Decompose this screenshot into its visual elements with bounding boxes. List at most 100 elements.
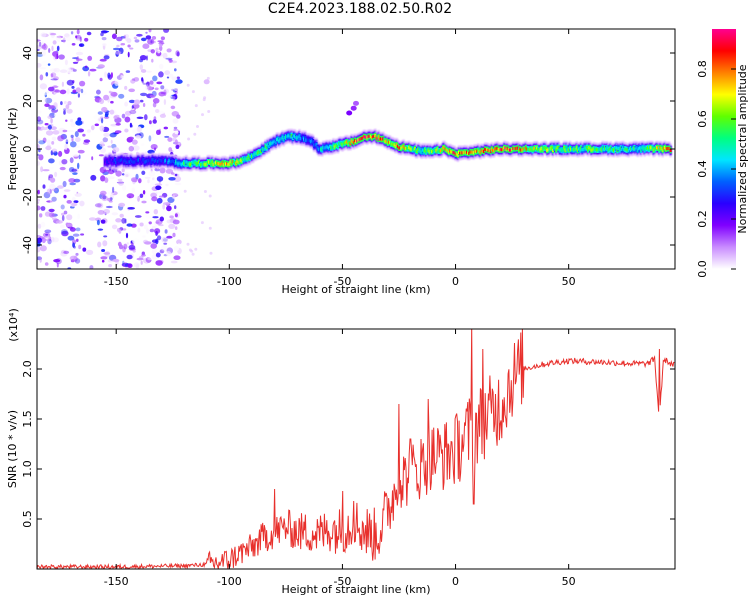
noise-blob — [116, 181, 125, 184]
noise-blob — [51, 45, 54, 51]
ridge-core-cell — [110, 160, 113, 164]
ridge-core-cell — [200, 163, 203, 167]
x-tick-label: -150 — [104, 275, 129, 288]
noise-blob — [101, 37, 107, 41]
y-tick-label: 40 — [21, 46, 34, 60]
noise-blob — [74, 192, 82, 197]
noise-blob — [160, 36, 165, 41]
colorbar: 0.0 0.2 0.4 0.6 0.8 Normalized spectral ampl… — [696, 29, 749, 278]
noise-blob — [43, 191, 51, 199]
noise-blob — [174, 139, 178, 146]
ridge-core-cell — [558, 148, 561, 152]
noise-blob — [150, 49, 155, 54]
snr-panel: -150 -100 -50 0 50 0.5 1.0 1.5 2.0 Height of st… — [6, 308, 676, 596]
noise-blob — [62, 180, 67, 188]
ridge-core-cell — [566, 148, 569, 152]
noise-blob — [49, 189, 52, 194]
noise-blob — [50, 118, 53, 124]
noise-blob — [132, 249, 136, 253]
stray-blob — [203, 79, 210, 85]
ridge-core-cell — [117, 159, 120, 163]
noise-blob — [161, 236, 169, 243]
ridge-core-cell — [551, 148, 554, 152]
noise-blob — [151, 225, 156, 230]
ridge-core-cell — [262, 148, 265, 152]
ridge-core-cell — [530, 147, 533, 151]
ridge-core-cell — [512, 146, 515, 150]
noise-blob — [44, 229, 52, 234]
ridge-core-cell — [167, 160, 170, 164]
noise-blob — [154, 87, 159, 91]
ridge-core-cell — [533, 146, 536, 150]
ridge-core-cell — [352, 140, 355, 145]
noise-blob — [119, 43, 126, 46]
noise-blob — [39, 213, 43, 218]
noise-blob — [209, 251, 213, 255]
noise-blob — [66, 88, 70, 95]
noise-blob — [37, 62, 42, 68]
noise-blob — [163, 88, 169, 94]
noise-blob — [38, 41, 42, 47]
ridge-core-cell — [374, 134, 377, 138]
noise-blob — [40, 49, 46, 57]
noise-blob — [116, 44, 120, 48]
noise-blob — [47, 238, 52, 245]
noise-blob — [109, 132, 117, 138]
colorbar-tick-label: 0.8 — [696, 60, 709, 78]
noise-blob — [40, 44, 47, 50]
noise-blob — [84, 65, 88, 69]
noise-blob — [133, 99, 141, 105]
ridge-core-cell — [163, 159, 166, 163]
ridge-core-cell — [301, 135, 304, 140]
ridge-core-cell — [160, 159, 163, 163]
noise-blob — [151, 133, 155, 139]
colorbar-tick-label: 0.0 — [696, 260, 709, 278]
ridge-core-cell — [494, 147, 497, 151]
noise-blob — [53, 259, 61, 263]
noise-blob — [175, 79, 183, 84]
noise-blob — [140, 260, 143, 265]
noise-blob — [89, 217, 96, 221]
noise-blob — [65, 104, 70, 110]
ridge-core-cell — [258, 150, 261, 154]
noise-blob — [136, 257, 144, 261]
noise-blob — [162, 52, 168, 59]
noise-blob — [61, 39, 66, 43]
noise-blob — [80, 233, 85, 236]
noise-blob — [72, 242, 75, 248]
noise-blob — [82, 247, 87, 252]
chart-title: C2E4.2023.188.02.50.R02 — [267, 1, 453, 17]
noise-blob — [42, 169, 50, 172]
noise-blob — [164, 70, 171, 76]
ridge-core-cell — [559, 148, 562, 152]
noise-blob — [159, 167, 166, 174]
noise-blob — [158, 71, 164, 78]
noise-blob — [171, 172, 175, 175]
noise-blob — [144, 151, 147, 155]
noise-blob — [129, 47, 134, 50]
noise-blob — [101, 195, 108, 202]
noise-blob — [49, 200, 54, 203]
ridge-core-cell — [208, 160, 210, 164]
ridge-core-cell — [211, 160, 214, 164]
noise-blob — [101, 249, 106, 252]
noise-blob — [126, 223, 133, 227]
ridge-core-cell — [185, 160, 188, 164]
ridge-core-cell — [644, 146, 647, 150]
ridge-core-cell — [204, 162, 207, 167]
spectrogram-panel: -150 -100 -50 0 50 -40 -20 0 20 40 Height of str… — [6, 28, 676, 296]
noise-blob — [128, 196, 131, 199]
noise-blob — [38, 121, 44, 128]
colorbar-label: Normalized spectral amplitude — [736, 64, 749, 233]
noise-blob — [97, 117, 102, 122]
ridge-core-cell — [277, 137, 279, 141]
ridge-core-cell — [650, 146, 653, 150]
noise-blob — [139, 55, 147, 61]
ridge-core-cell — [588, 146, 591, 150]
noise-blob — [163, 202, 171, 205]
ridge-core-cell — [669, 148, 672, 152]
noise-blob — [135, 135, 142, 139]
noise-blob — [37, 143, 40, 150]
ridge-core-cell — [545, 146, 548, 150]
noise-blob — [174, 213, 178, 218]
